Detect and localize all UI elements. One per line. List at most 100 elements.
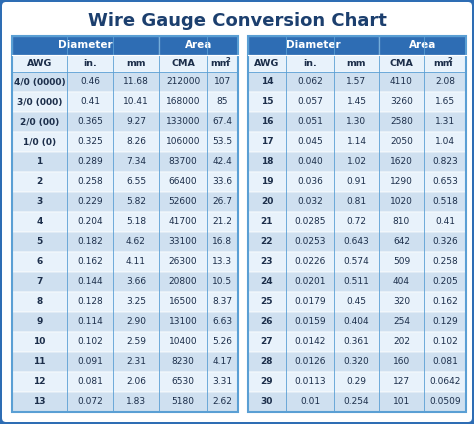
Text: Area: Area [409,41,436,50]
Text: mm: mm [211,59,230,68]
Bar [248,392,466,412]
Text: 18: 18 [261,157,273,167]
Text: 29: 29 [261,377,273,387]
Text: 30: 30 [261,398,273,407]
Text: 3260: 3260 [390,98,413,106]
Text: 1.14: 1.14 [346,137,366,147]
Text: 2.06: 2.06 [126,377,146,387]
Bar [12,272,238,292]
Text: 21: 21 [261,218,273,226]
Text: 0.0285: 0.0285 [294,218,326,226]
Text: 4.17: 4.17 [212,357,233,366]
Text: 20: 20 [261,198,273,206]
Text: 5180: 5180 [172,398,194,407]
Text: 3: 3 [36,198,43,206]
Text: 0.204: 0.204 [77,218,103,226]
Text: 0.205: 0.205 [432,277,458,287]
Text: 12: 12 [33,377,46,387]
Text: 8.26: 8.26 [126,137,146,147]
Text: 24: 24 [261,277,273,287]
Text: 14: 14 [261,78,273,86]
Text: 101: 101 [393,398,410,407]
Text: 6.55: 6.55 [126,178,146,187]
Text: 27: 27 [261,338,273,346]
Text: 0.0226: 0.0226 [294,257,326,267]
Text: 0.144: 0.144 [77,277,103,287]
Text: 0.229: 0.229 [77,198,103,206]
Text: mm: mm [126,59,146,68]
Bar [248,36,379,55]
Bar [248,36,466,412]
Text: 1020: 1020 [390,198,413,206]
Text: 9: 9 [36,318,43,326]
Text: in.: in. [83,59,97,68]
Text: 0.045: 0.045 [297,137,323,147]
Text: 0.0159: 0.0159 [294,318,326,326]
Text: 4/0 (0000): 4/0 (0000) [14,78,65,86]
Text: AWG: AWG [27,59,52,68]
Bar [286,55,334,72]
Bar [113,55,159,72]
Text: mm: mm [433,59,453,68]
Text: 642: 642 [393,237,410,246]
Bar [424,55,466,72]
Text: 2.62: 2.62 [212,398,232,407]
Text: 5.26: 5.26 [212,338,233,346]
Text: 83700: 83700 [169,157,197,167]
Text: 0.182: 0.182 [77,237,103,246]
Text: Wire Gauge Conversion Chart: Wire Gauge Conversion Chart [88,12,386,30]
Bar [248,372,466,392]
Text: 202: 202 [393,338,410,346]
Text: 0.365: 0.365 [77,117,103,126]
Text: 9.27: 9.27 [126,117,146,126]
Text: 2.08: 2.08 [435,78,455,86]
Text: 0.01: 0.01 [300,398,320,407]
Text: 20800: 20800 [169,277,197,287]
Text: 8: 8 [36,298,43,307]
Text: 0.511: 0.511 [344,277,369,287]
Text: 0.46: 0.46 [80,78,100,86]
Bar [248,152,466,172]
Bar [248,172,466,192]
Text: AWG: AWG [255,59,280,68]
Text: 1.83: 1.83 [126,398,146,407]
Text: 254: 254 [393,318,410,326]
Text: 0.823: 0.823 [432,157,458,167]
Text: 3/0 (000): 3/0 (000) [17,98,62,106]
Text: 0.081: 0.081 [432,357,458,366]
Text: 0.0253: 0.0253 [294,237,326,246]
Text: 0.518: 0.518 [432,198,458,206]
Text: mm: mm [347,59,366,68]
Text: 0.162: 0.162 [77,257,103,267]
Text: 404: 404 [393,277,410,287]
Text: 0.289: 0.289 [77,157,103,167]
Text: 0.051: 0.051 [297,117,323,126]
Text: 160: 160 [393,357,410,366]
Text: 2: 2 [447,58,452,64]
Text: 2050: 2050 [390,137,413,147]
Text: 0.072: 0.072 [77,398,103,407]
Text: 1.45: 1.45 [346,98,366,106]
Bar [159,55,207,72]
Bar [248,292,466,312]
Bar [248,92,466,112]
Text: 7.34: 7.34 [126,157,146,167]
Text: 6530: 6530 [172,377,194,387]
Text: 1.57: 1.57 [346,78,366,86]
Text: 2.31: 2.31 [126,357,146,366]
Text: 3.66: 3.66 [126,277,146,287]
Text: CMA: CMA [390,59,413,68]
Bar [12,192,238,212]
Text: 8.37: 8.37 [212,298,233,307]
Text: 0.057: 0.057 [297,98,323,106]
Bar [12,252,238,272]
Text: 23: 23 [261,257,273,267]
Text: Area: Area [185,41,212,50]
Text: 53.5: 53.5 [212,137,233,147]
Bar [248,352,466,372]
Text: 42.4: 42.4 [213,157,232,167]
Text: 0.102: 0.102 [77,338,103,346]
Text: 0.129: 0.129 [432,318,458,326]
Text: 8230: 8230 [172,357,194,366]
Bar [248,232,466,252]
